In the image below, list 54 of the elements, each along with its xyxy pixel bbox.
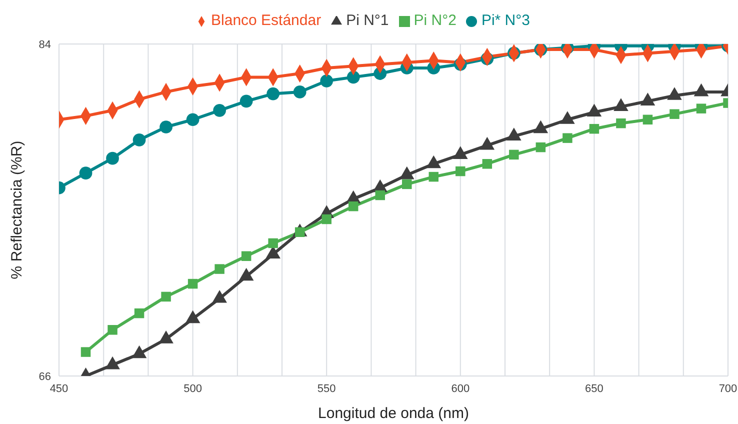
point xyxy=(188,278,198,289)
point xyxy=(240,94,253,108)
point xyxy=(375,190,385,200)
legend-label: Blanco Estándar xyxy=(211,12,322,29)
point xyxy=(293,86,306,98)
point xyxy=(562,133,572,143)
x-tick-label: 600 xyxy=(451,382,470,395)
point xyxy=(108,325,118,335)
point xyxy=(212,290,227,303)
point xyxy=(428,172,439,182)
point xyxy=(105,356,120,370)
x-tick-label: 650 xyxy=(585,382,604,395)
point xyxy=(268,238,278,248)
point xyxy=(509,150,519,160)
point xyxy=(80,347,91,357)
x-tick-label: 450 xyxy=(50,382,68,395)
point xyxy=(642,114,653,124)
x-tick-label: 500 xyxy=(184,382,202,395)
point xyxy=(238,268,254,281)
point xyxy=(536,142,546,152)
point xyxy=(160,120,172,134)
point xyxy=(670,109,680,119)
point xyxy=(322,214,332,224)
y-tick-label: 66 xyxy=(38,370,51,383)
point xyxy=(241,251,252,261)
point xyxy=(696,104,706,114)
y-tick-label: 84 xyxy=(38,38,51,51)
point xyxy=(161,292,171,302)
point xyxy=(185,310,200,324)
point xyxy=(589,124,600,134)
x-axis-title: Longitud de onda (nm) xyxy=(318,405,469,422)
point xyxy=(346,70,360,84)
point xyxy=(79,166,92,180)
x-tick-label: 550 xyxy=(317,382,336,395)
point xyxy=(106,152,119,165)
point xyxy=(266,87,280,100)
legend-label: Pi N°2 xyxy=(414,12,456,29)
y-axis-title: % Reflectancia (%R) xyxy=(8,140,26,280)
point xyxy=(320,74,334,88)
point xyxy=(158,330,174,344)
legend-label: Pi* N°3 xyxy=(481,12,530,29)
point xyxy=(482,159,492,169)
point xyxy=(214,264,224,274)
x-tick-label: 700 xyxy=(718,382,738,395)
point xyxy=(402,179,412,190)
point xyxy=(134,308,144,318)
legend-label: Pi N°1 xyxy=(346,12,389,29)
point xyxy=(213,104,226,117)
point xyxy=(348,201,358,212)
point xyxy=(186,113,200,126)
point xyxy=(616,118,626,128)
point xyxy=(132,345,147,358)
point xyxy=(132,133,146,146)
point xyxy=(456,166,466,176)
